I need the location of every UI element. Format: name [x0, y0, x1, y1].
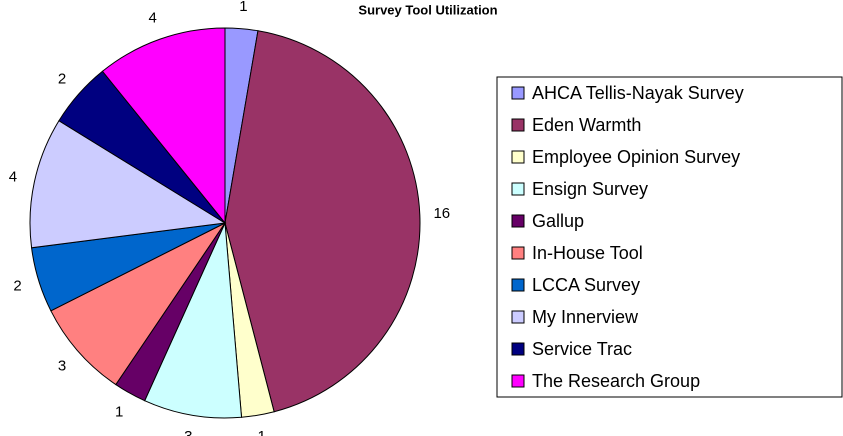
legend-label: Service Trac [532, 339, 632, 359]
legend-label: Gallup [532, 211, 584, 231]
legend-swatch [511, 278, 525, 292]
pie-slice [29, 120, 227, 249]
legend-swatch [511, 86, 525, 100]
legend-box [496, 76, 843, 398]
data-label: 1 [239, 0, 247, 15]
data-label: 3 [58, 357, 66, 374]
pie-slice [101, 27, 226, 225]
data-label: 16 [433, 205, 450, 222]
legend-swatch [511, 310, 525, 324]
data-label: 4 [149, 9, 157, 26]
legend-label: My Innerview [532, 307, 639, 327]
legend-label: Ensign Survey [532, 179, 648, 199]
legend-label: Employee Opinion Survey [532, 147, 740, 167]
pie-slice [144, 221, 243, 419]
legend-label: The Research Group [532, 371, 700, 391]
data-label: 1 [258, 428, 266, 436]
legend-swatch [511, 246, 525, 260]
legend-swatch [511, 182, 525, 196]
legend-swatch [511, 118, 525, 132]
legend-label: In-House Tool [532, 243, 643, 263]
data-label: 4 [9, 168, 17, 185]
legend-swatch [511, 150, 525, 164]
pie-slice [50, 221, 227, 386]
chart-title: Survey Tool Utilization [358, 2, 497, 17]
data-label: 3 [184, 428, 192, 436]
legend-swatch [511, 214, 525, 228]
data-label: 1 [115, 403, 123, 420]
data-label: 2 [13, 278, 21, 295]
data-label: 2 [58, 71, 66, 88]
legend-swatch [511, 374, 525, 388]
legend-label: Eden Warmth [532, 115, 641, 135]
pie-slice [224, 30, 421, 413]
legend-label: LCCA Survey [532, 275, 640, 295]
legend-label: AHCA Tellis-Nayak Survey [532, 83, 744, 103]
legend-swatch [511, 342, 525, 356]
